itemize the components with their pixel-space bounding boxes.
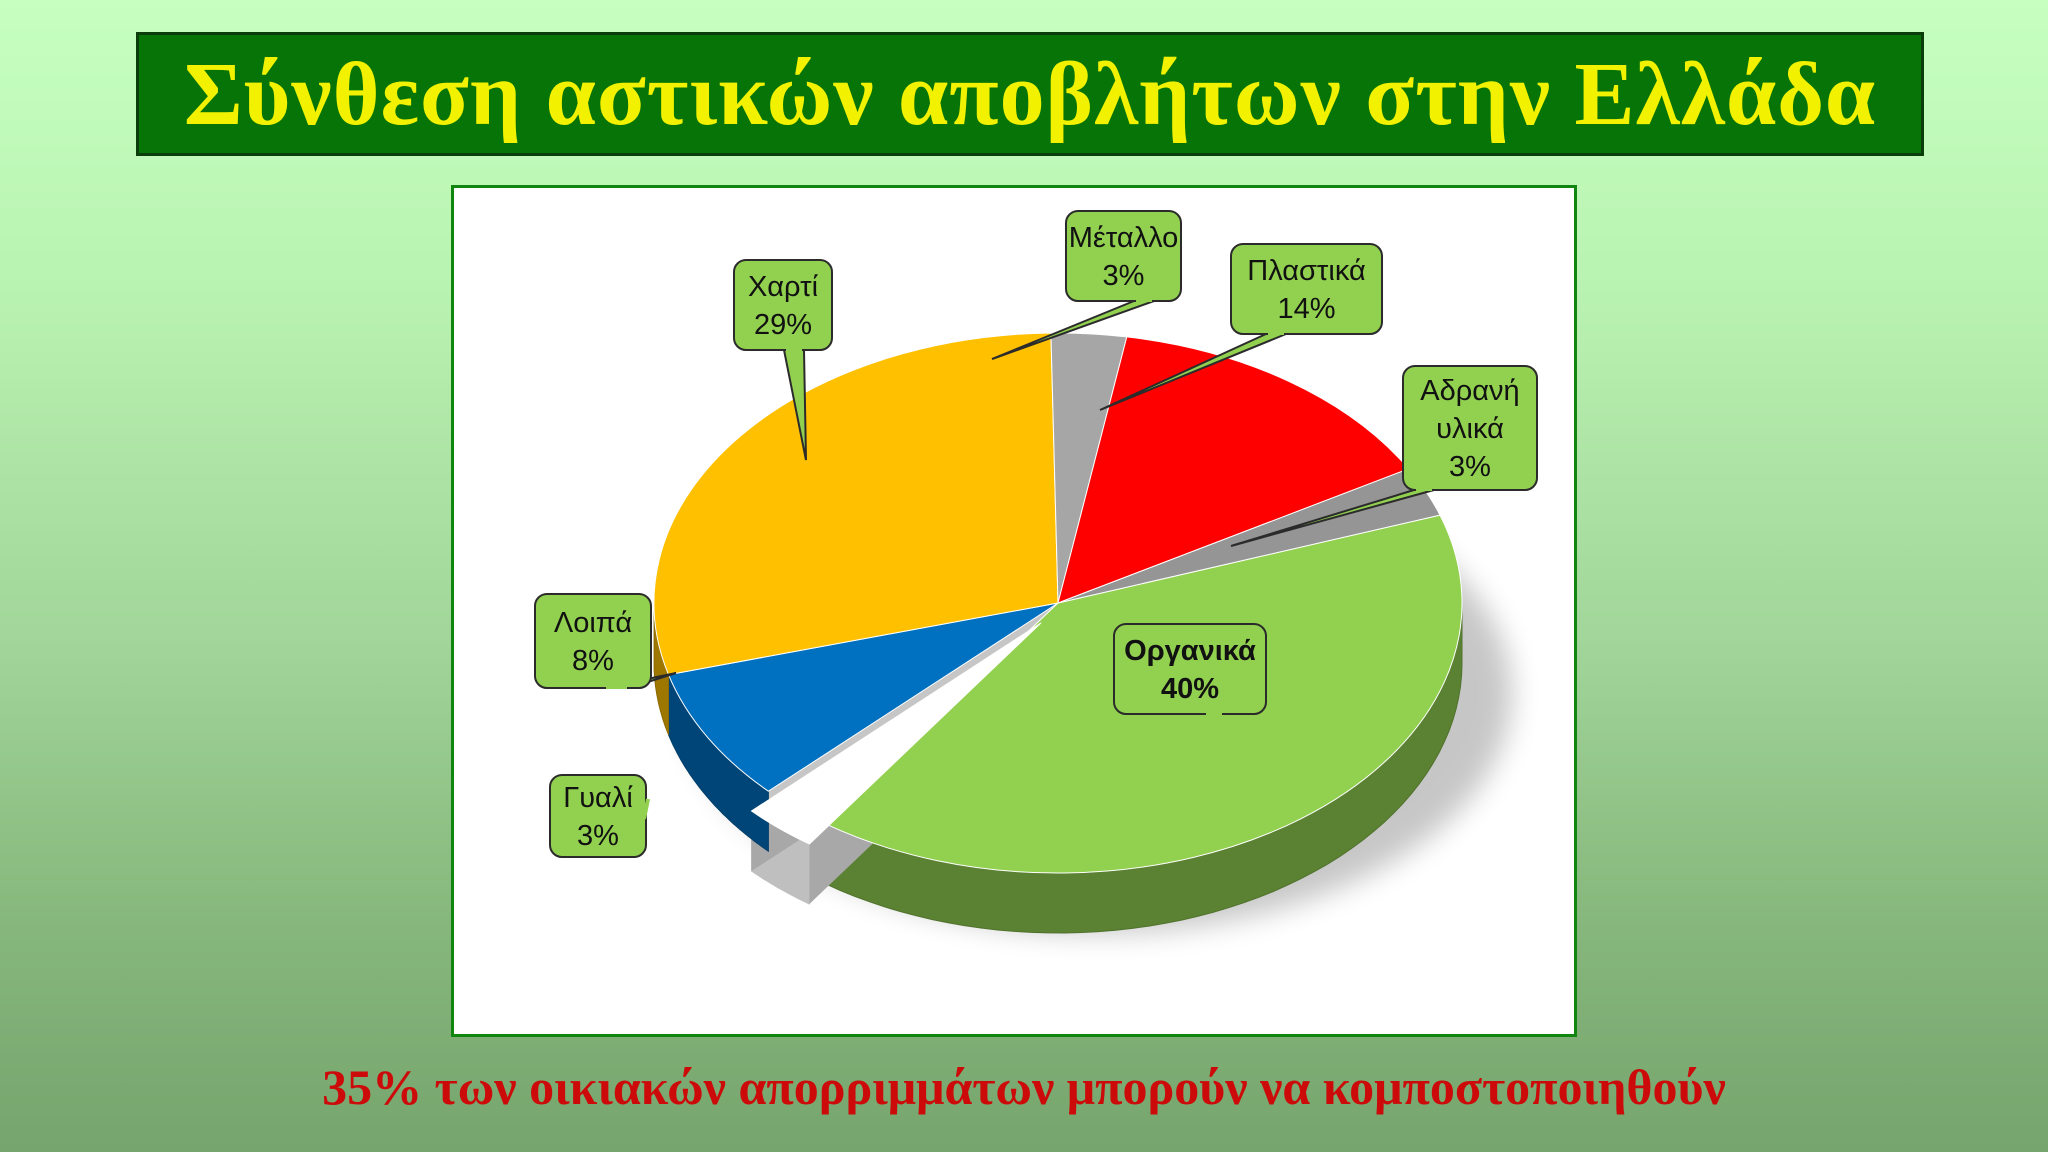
callout-join xyxy=(642,798,650,820)
callout-box xyxy=(1065,210,1182,302)
callout-box xyxy=(733,259,833,351)
slice-name-label: Λοιπά xyxy=(554,607,632,639)
slice-value-label: 3% xyxy=(577,820,619,852)
slice-value-label: 8% xyxy=(572,645,614,677)
title-banner: Σύνθεση αστικών αποβλήτων στην Ελλάδα xyxy=(136,32,1924,156)
callout-box xyxy=(534,593,652,689)
slice-value-label: 3% xyxy=(1103,260,1145,292)
callout-1: Γυαλί 3% xyxy=(549,774,650,858)
slice-name-label: Μέταλλο xyxy=(1069,222,1179,254)
slice-name-label: Πλαστικά xyxy=(1247,255,1365,287)
footer-note: 35% των οικιακών απορριμμάτων μπορούν να… xyxy=(322,1059,1726,1115)
callout-6: Αδρανή υλικά 3% xyxy=(1230,365,1538,547)
slice-name-label: Χαρτί xyxy=(748,271,819,303)
callout-3: Χαρτί 29% xyxy=(733,259,833,461)
slice-value-label: 14% xyxy=(1277,293,1335,325)
callout-4: Μέταλλο 3% xyxy=(991,210,1182,360)
callout-box xyxy=(1402,365,1538,491)
callout-2: Λοιπά 8% xyxy=(534,593,677,689)
slice-name-label: υλικά xyxy=(1436,413,1504,445)
slice-name-label: Αδρανή xyxy=(1420,375,1519,407)
slice-value-label: 29% xyxy=(754,309,812,341)
slice-value-label: 40% xyxy=(1161,673,1219,705)
pie-slice-1 xyxy=(750,622,1042,845)
pie-slice-3 xyxy=(653,332,1059,676)
pie-slice-2 xyxy=(667,602,1059,792)
slice-name-label: Οργανικά xyxy=(1124,635,1256,667)
slice-name-label: Γυαλί xyxy=(563,782,633,814)
callout-box xyxy=(1113,623,1267,715)
callout-box xyxy=(1230,243,1383,335)
chart-frame: Οργανικά 40% Γυαλί 3% Λοιπά 8% Χαρτί 29% Μέταλλο… xyxy=(451,185,1577,1037)
pie-chart: Οργανικά 40% Γυαλί 3% Λοιπά 8% Χαρτί 29% Μέταλλο… xyxy=(534,210,1538,934)
pie-slice-5 xyxy=(1057,336,1410,604)
callout-0: Οργανικά 40% xyxy=(1113,623,1267,715)
slice-value-label: 3% xyxy=(1449,451,1491,483)
page-title: Σύνθεση αστικών αποβλήτων στην Ελλάδα xyxy=(183,44,1877,144)
callout-5: Πλαστικά 14% xyxy=(1099,243,1383,411)
